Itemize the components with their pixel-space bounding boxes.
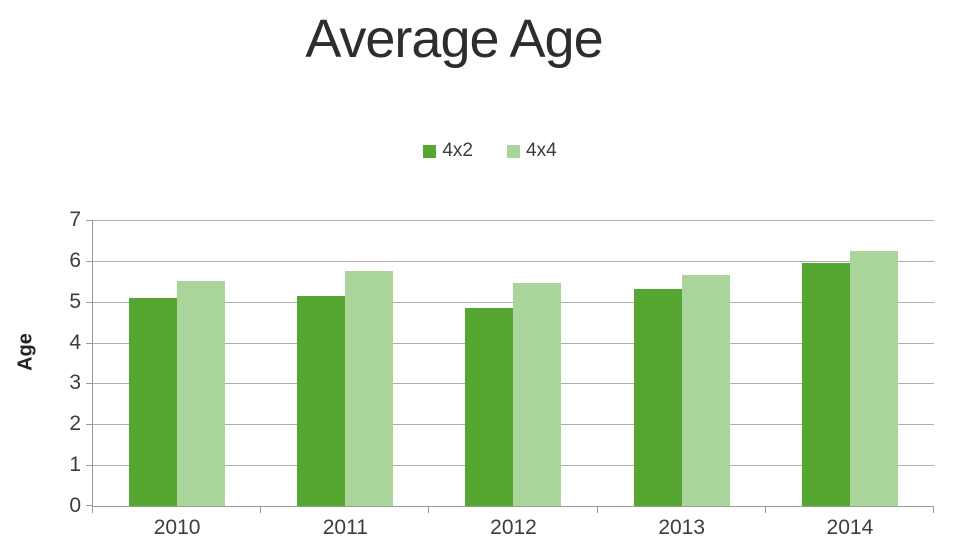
- y-tick-label-0: 0: [69, 494, 81, 517]
- bar-4x4-2013: [681, 275, 730, 506]
- y-tick-7: [86, 220, 93, 221]
- bar-4x4-2014: [849, 250, 898, 506]
- y-tick-label-4: 4: [69, 330, 81, 354]
- bar-group-2013: [598, 220, 766, 506]
- x-tick-5: [933, 506, 934, 513]
- bar-4x4-2012: [513, 283, 562, 506]
- x-label-2011: 2011: [322, 516, 368, 539]
- chart-title: Average Age: [305, 9, 603, 69]
- bar-4x2-2010: [129, 297, 178, 506]
- legend-label-4x4: 4x4: [526, 140, 557, 161]
- y-tick-0: [86, 505, 93, 506]
- bar-group-2014: [766, 220, 934, 506]
- bar-group-2011: [261, 220, 429, 506]
- y-tick-label-6: 6: [69, 248, 81, 272]
- y-tick-label-5: 5: [69, 289, 81, 313]
- x-tick-4: [764, 506, 766, 513]
- plot-area: Age 0 1 2 3 4 5 6 7 2010 2011 2012 2013 2014: [14, 208, 934, 539]
- y-tick-5: [86, 301, 93, 303]
- x-tick-2: [428, 506, 430, 513]
- y-tick-label-2: 2: [69, 412, 81, 436]
- y-tick-3: [86, 383, 93, 385]
- y-tick-label-3: 3: [69, 371, 81, 395]
- legend-swatch-4x2-icon: [423, 144, 437, 158]
- x-label-2010: 2010: [153, 516, 201, 539]
- bar-4x4-2010: [177, 281, 226, 506]
- legend-label-4x2: 4x2: [442, 140, 473, 161]
- y-tick-label-1: 1: [69, 453, 81, 477]
- y-tick-4: [86, 342, 93, 344]
- x-label-2014: 2014: [826, 516, 874, 539]
- bar-group-2012: [429, 220, 597, 506]
- y-tick-2: [86, 424, 93, 426]
- x-tick-3: [596, 506, 598, 513]
- y-tick-1: [86, 465, 93, 467]
- gridline-6: [93, 260, 934, 262]
- y-tick-6: [86, 260, 93, 262]
- gridline-7: [93, 220, 934, 221]
- x-tick-0: [92, 506, 93, 513]
- x-label-2013: 2013: [658, 516, 706, 539]
- x-label-2012: 2012: [490, 516, 537, 539]
- bar-4x2-2012: [465, 307, 514, 506]
- y-tick-label-7: 7: [69, 208, 81, 231]
- bar-group-2010: [93, 220, 261, 506]
- legend-swatch-4x4-icon: [507, 144, 520, 158]
- legend-item-4x2: 4x2: [423, 140, 473, 162]
- y-axis-title: Age: [14, 332, 37, 371]
- bar-4x2-2011: [297, 295, 346, 506]
- bar-4x2-2013: [633, 289, 682, 506]
- bar-4x2-2014: [801, 262, 850, 506]
- x-tick-1: [260, 506, 262, 513]
- bar-4x4-2011: [345, 271, 394, 506]
- legend: 4x2 4x4: [0, 140, 980, 162]
- legend-item-4x4: 4x4: [507, 140, 557, 162]
